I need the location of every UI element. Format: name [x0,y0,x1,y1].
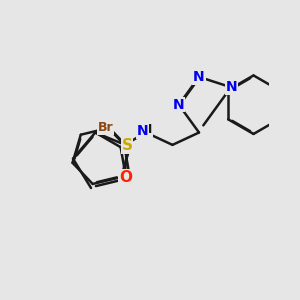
Text: Br: Br [98,121,113,134]
Text: N: N [137,124,149,138]
Text: N: N [193,70,205,84]
Text: N: N [173,98,184,112]
Text: N: N [226,80,238,94]
Text: H: H [142,123,153,136]
Text: S: S [122,138,133,153]
Text: O: O [119,170,132,185]
